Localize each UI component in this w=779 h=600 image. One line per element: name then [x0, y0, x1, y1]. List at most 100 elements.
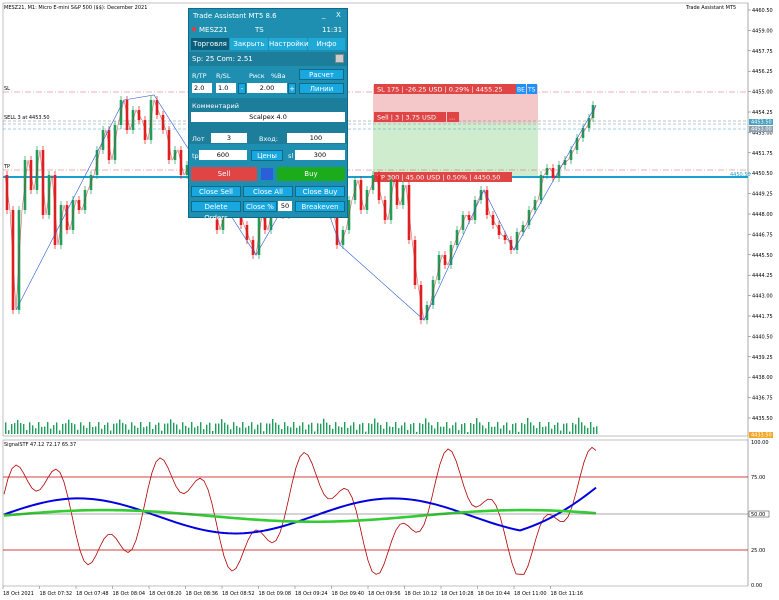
time-tick: 18 Oct 08:36 — [186, 591, 219, 597]
time-tick: 18 Oct 09:08 — [259, 591, 292, 597]
sell-more-label: ... — [449, 114, 455, 122]
rtp-label: R/TP — [192, 72, 207, 80]
indicator-name: Trade Assistant MT5 — [685, 5, 736, 11]
time-tick: 18 Oct 2021 — [3, 591, 34, 597]
tab-close[interactable]: Закрыть — [230, 38, 268, 50]
rsl-input[interactable]: 1.0 — [216, 83, 236, 93]
price-tick: 4456.25 — [752, 69, 773, 75]
tp-price-text: 4450.50 — [730, 172, 751, 178]
sell-box-text: Sell | 3 | 3.75 USD — [377, 114, 436, 122]
risk-input[interactable]: 2.00 — [247, 83, 287, 93]
percent-balance-label: %Ba — [271, 72, 286, 80]
sl-input[interactable]: 300 — [295, 150, 345, 160]
sell-line-label: SELL 3 at 4453.50 — [4, 115, 50, 121]
tab-trade[interactable]: Торговля — [191, 38, 229, 50]
time-tick: 18 Oct 08:52 — [222, 591, 255, 597]
sell-button[interactable]: Sell — [191, 167, 257, 181]
close-all-button[interactable]: Close All — [243, 186, 293, 197]
time-axis: 18 Oct 2021 18 Oct 07:32 18 Oct 07:48 18 Oc… — [2, 586, 583, 597]
price-tick: 4457.75 — [752, 49, 773, 55]
sl-box-label[interactable] — [374, 84, 516, 94]
tab-info[interactable]: Инфо — [308, 38, 345, 50]
sl-line-label: SL — [4, 86, 10, 92]
entry-label: Вход: — [259, 135, 278, 143]
be-button[interactable] — [516, 84, 526, 94]
price-tick: 4443.00 — [752, 294, 773, 300]
close-buy-button[interactable]: Close Buy — [295, 186, 345, 197]
lot-input[interactable]: 3 — [211, 133, 247, 143]
bottom-price-text: 4433.50 — [751, 433, 772, 439]
tp-box-text: TP 300 | 45.00 USD | 0.50% | 4450.50 — [376, 174, 500, 182]
tab-settings[interactable]: Настройки — [269, 38, 309, 50]
prices-button[interactable]: Цены — [251, 150, 283, 161]
price-tick: 4453.00 — [752, 130, 773, 136]
volume-bars — [5, 417, 598, 434]
calc-lot-button[interactable]: Расчет лота — [299, 69, 344, 90]
bid-price-tag — [749, 126, 773, 132]
sl-box-text: SL 175 | -26.25 USD | 0.29% | 4455.25 — [377, 86, 503, 94]
trade-assistant-panel[interactable]: Trade Assistant MT5 8.6 _ X MESZ21 TS 11… — [188, 8, 348, 222]
lot-label: Лот — [192, 135, 205, 143]
risk-plus-button[interactable]: + — [288, 83, 296, 94]
lines-button[interactable]: Линии — [299, 83, 344, 94]
tp-line-label: TP — [3, 164, 10, 170]
sell-more-button[interactable] — [447, 112, 459, 122]
price-tick: 4446.75 — [752, 232, 773, 238]
time-tick: 18 Oct 10:28 — [441, 591, 474, 597]
price-tick: 4444.25 — [752, 273, 773, 279]
spread-text: Sp: 25 Com: 2.51 — [192, 55, 253, 63]
buy-button[interactable]: Buy — [277, 167, 345, 181]
sell-box-label[interactable] — [374, 112, 446, 122]
swap-square-icon[interactable] — [261, 168, 273, 180]
close-button[interactable]: X — [336, 11, 341, 19]
price-tick: 4459.00 — [752, 28, 773, 34]
entry-input[interactable]: 100 — [287, 133, 345, 143]
minimize-button[interactable]: _ — [322, 11, 326, 19]
rtp-input[interactable]: 2.0 — [192, 83, 212, 93]
sl-label: sl — [288, 152, 294, 160]
close-percent-button[interactable]: Close % — [243, 201, 277, 212]
spread-bar: Sp: 25 Com: 2.51 — [189, 52, 347, 66]
bottom-price-tag — [749, 432, 773, 438]
price-tick: 4438.00 — [752, 375, 773, 381]
time-tick: 18 Oct 10:44 — [478, 591, 511, 597]
time-tick: 18 Oct 07:32 — [40, 591, 73, 597]
delete-orders-button[interactable]: Delete Orders — [191, 201, 241, 222]
time-tick: 18 Oct 09:56 — [368, 591, 401, 597]
price-tick: 4439.25 — [752, 355, 773, 361]
breakeven-button[interactable]: Breakeven — [295, 201, 345, 212]
price-axis: 4460.50 4459.00 4457.75 4456.25 4455.00 4454.… — [748, 8, 773, 422]
price-tick: 4441.75 — [752, 314, 773, 320]
time-tick: 18 Oct 11:00 — [514, 591, 547, 597]
ask-price-tag — [749, 119, 773, 125]
time-tick: 18 Oct 07:48 — [76, 591, 109, 597]
osc-current-tag — [748, 510, 770, 518]
risk-minus-button[interactable]: - — [238, 83, 246, 94]
tp-box-label[interactable] — [374, 172, 512, 182]
osc-axis-0: 0.00 — [751, 583, 762, 589]
osc-axis-25: 25.00 — [751, 548, 765, 554]
ask-price-text: 4453.50 — [751, 120, 772, 126]
bid-price-text: 4453.00 — [751, 127, 772, 133]
tp-input[interactable]: 600 — [199, 150, 247, 160]
price-tick: 4448.00 — [752, 212, 773, 218]
close-percent-input[interactable]: 50 — [278, 201, 292, 211]
be-label: BE — [517, 87, 525, 94]
ts-button[interactable] — [527, 84, 537, 94]
time-tick: 18 Oct 09:40 — [332, 591, 365, 597]
tp-label: tp — [192, 152, 199, 160]
close-sell-button[interactable]: Close Sell — [191, 186, 241, 197]
price-tick: 4436.75 — [752, 396, 773, 402]
comment-input[interactable]: Scalpex 4.0 — [191, 112, 345, 122]
risk-label: Риск — [249, 72, 265, 80]
tp-zone — [373, 123, 538, 177]
price-tick: 4454.25 — [752, 110, 773, 116]
status-dot-icon — [192, 27, 196, 31]
symbol-info: MESZ21, M1: Micro E-mini S&P 500 ($$): D… — [4, 5, 147, 11]
oscillator-label: SignalSTF 47.12 72.17 65.37 — [4, 442, 76, 448]
price-tick: 4460.50 — [752, 8, 773, 14]
time-tick: 18 Oct 09:24 — [295, 591, 328, 597]
price-tick: 4450.50 — [752, 171, 773, 177]
settings-gear-icon[interactable] — [335, 54, 344, 63]
